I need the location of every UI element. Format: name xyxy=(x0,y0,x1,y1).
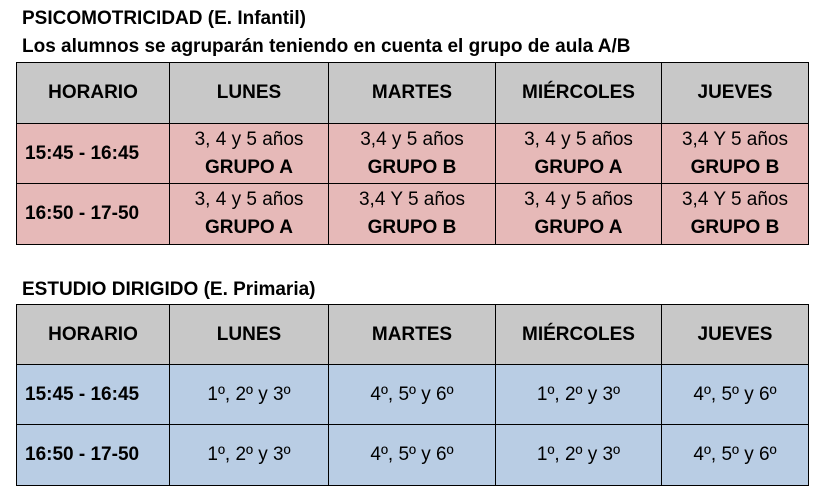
header-miercoles: MIÉRCOLES xyxy=(495,304,662,365)
header-lunes: LUNES xyxy=(169,304,329,365)
ages-text: 3, 4 y 5 años xyxy=(194,189,304,210)
group-text: GRUPO A xyxy=(534,156,623,178)
table-row: 16:50 - 17-50 1º, 2º y 3º 4º, 5º y 6º 1º… xyxy=(16,424,809,486)
ages-text: 3,4 y 5 años xyxy=(360,128,464,150)
schedule-cell: 4º, 5º y 6º xyxy=(328,364,496,425)
header-miercoles: MIÉRCOLES xyxy=(495,62,662,124)
schedule-cell: 4º, 5º y 6º xyxy=(661,424,809,486)
table-row: 15:45 - 16:45 3, 4 y 5 años GRUPO A 3,4 y… xyxy=(16,123,809,184)
estudio-title: ESTUDIO DIRIGIDO (E. Primaria) xyxy=(22,279,316,300)
header-horario: HORARIO xyxy=(16,304,170,365)
header-jueves: JUEVES xyxy=(661,304,809,365)
schedule-cell: 1º, 2º y 3º xyxy=(169,424,329,486)
ages-text: 3, 4 y 5 años xyxy=(524,128,633,150)
schedule-cell: 4º, 5º y 6º xyxy=(661,364,809,425)
time-slot: 16:50 - 17-50 xyxy=(16,183,170,245)
header-martes: MARTES xyxy=(328,304,496,365)
schedule-cell: 1º, 2º y 3º xyxy=(495,424,662,486)
table-row: 15:45 - 16:45 1º, 2º y 3º 4º, 5º y 6º 1º… xyxy=(16,364,809,425)
table-row: 16:50 - 17-50 3, 4 y 5 años GRUPO A 3,4 Y… xyxy=(16,183,809,245)
group-text: GRUPO B xyxy=(367,217,457,238)
schedule-cell: 3,4 y 5 años GRUPO B xyxy=(328,123,496,184)
ages-text: 3,4 Y 5 años xyxy=(358,189,465,210)
time-slot: 15:45 - 16:45 xyxy=(16,123,170,184)
schedule-cell: 3,4 Y 5 años GRUPO B xyxy=(661,123,809,184)
group-text: GRUPO A xyxy=(205,156,293,178)
ages-text: 3,4 Y 5 años xyxy=(681,189,788,210)
time-slot: 16:50 - 17-50 xyxy=(16,424,170,486)
header-row: HORARIO LUNES MARTES MIÉRCOLES JUEVES xyxy=(16,304,809,365)
time-slot: 15:45 - 16:45 xyxy=(16,364,170,425)
schedule-cell: 1º, 2º y 3º xyxy=(495,364,662,425)
group-text: GRUPO A xyxy=(205,217,293,238)
header-row: HORARIO LUNES MARTES MIÉRCOLES JUEVES xyxy=(16,62,809,124)
group-text: GRUPO B xyxy=(690,217,780,238)
group-text: GRUPO A xyxy=(534,217,623,238)
schedule-cell: 3, 4 y 5 años GRUPO A xyxy=(495,123,662,184)
schedule-cell: 3,4 Y 5 años GRUPO B xyxy=(328,183,496,245)
schedule-cell: 3, 4 y 5 años GRUPO A xyxy=(169,183,329,245)
ages-text: 3, 4 y 5 años xyxy=(194,128,304,150)
schedule-cell: 4º, 5º y 6º xyxy=(328,424,496,486)
ages-text: 3, 4 y 5 años xyxy=(524,189,633,210)
schedule-cell: 3, 4 y 5 años GRUPO A xyxy=(495,183,662,245)
psico-table: HORARIO LUNES MARTES MIÉRCOLES JUEVES 15… xyxy=(16,62,809,245)
header-jueves: JUEVES xyxy=(661,62,809,124)
header-horario: HORARIO xyxy=(16,62,170,124)
estudio-table: HORARIO LUNES MARTES MIÉRCOLES JUEVES 15… xyxy=(16,304,809,486)
schedule-cell: 1º, 2º y 3º xyxy=(169,364,329,425)
schedule-cell: 3, 4 y 5 años GRUPO A xyxy=(169,123,329,184)
group-text: GRUPO B xyxy=(690,156,780,178)
schedule-cell: 3,4 Y 5 años GRUPO B xyxy=(661,183,809,245)
group-text: GRUPO B xyxy=(367,156,457,178)
psico-title: PSICOMOTRICIDAD (E. Infantil) xyxy=(22,8,306,29)
header-lunes: LUNES xyxy=(169,62,329,124)
ages-text: 3,4 Y 5 años xyxy=(681,128,788,150)
psico-subtitle: Los alumnos se agruparán teniendo en cue… xyxy=(22,36,631,57)
header-martes: MARTES xyxy=(328,62,496,124)
